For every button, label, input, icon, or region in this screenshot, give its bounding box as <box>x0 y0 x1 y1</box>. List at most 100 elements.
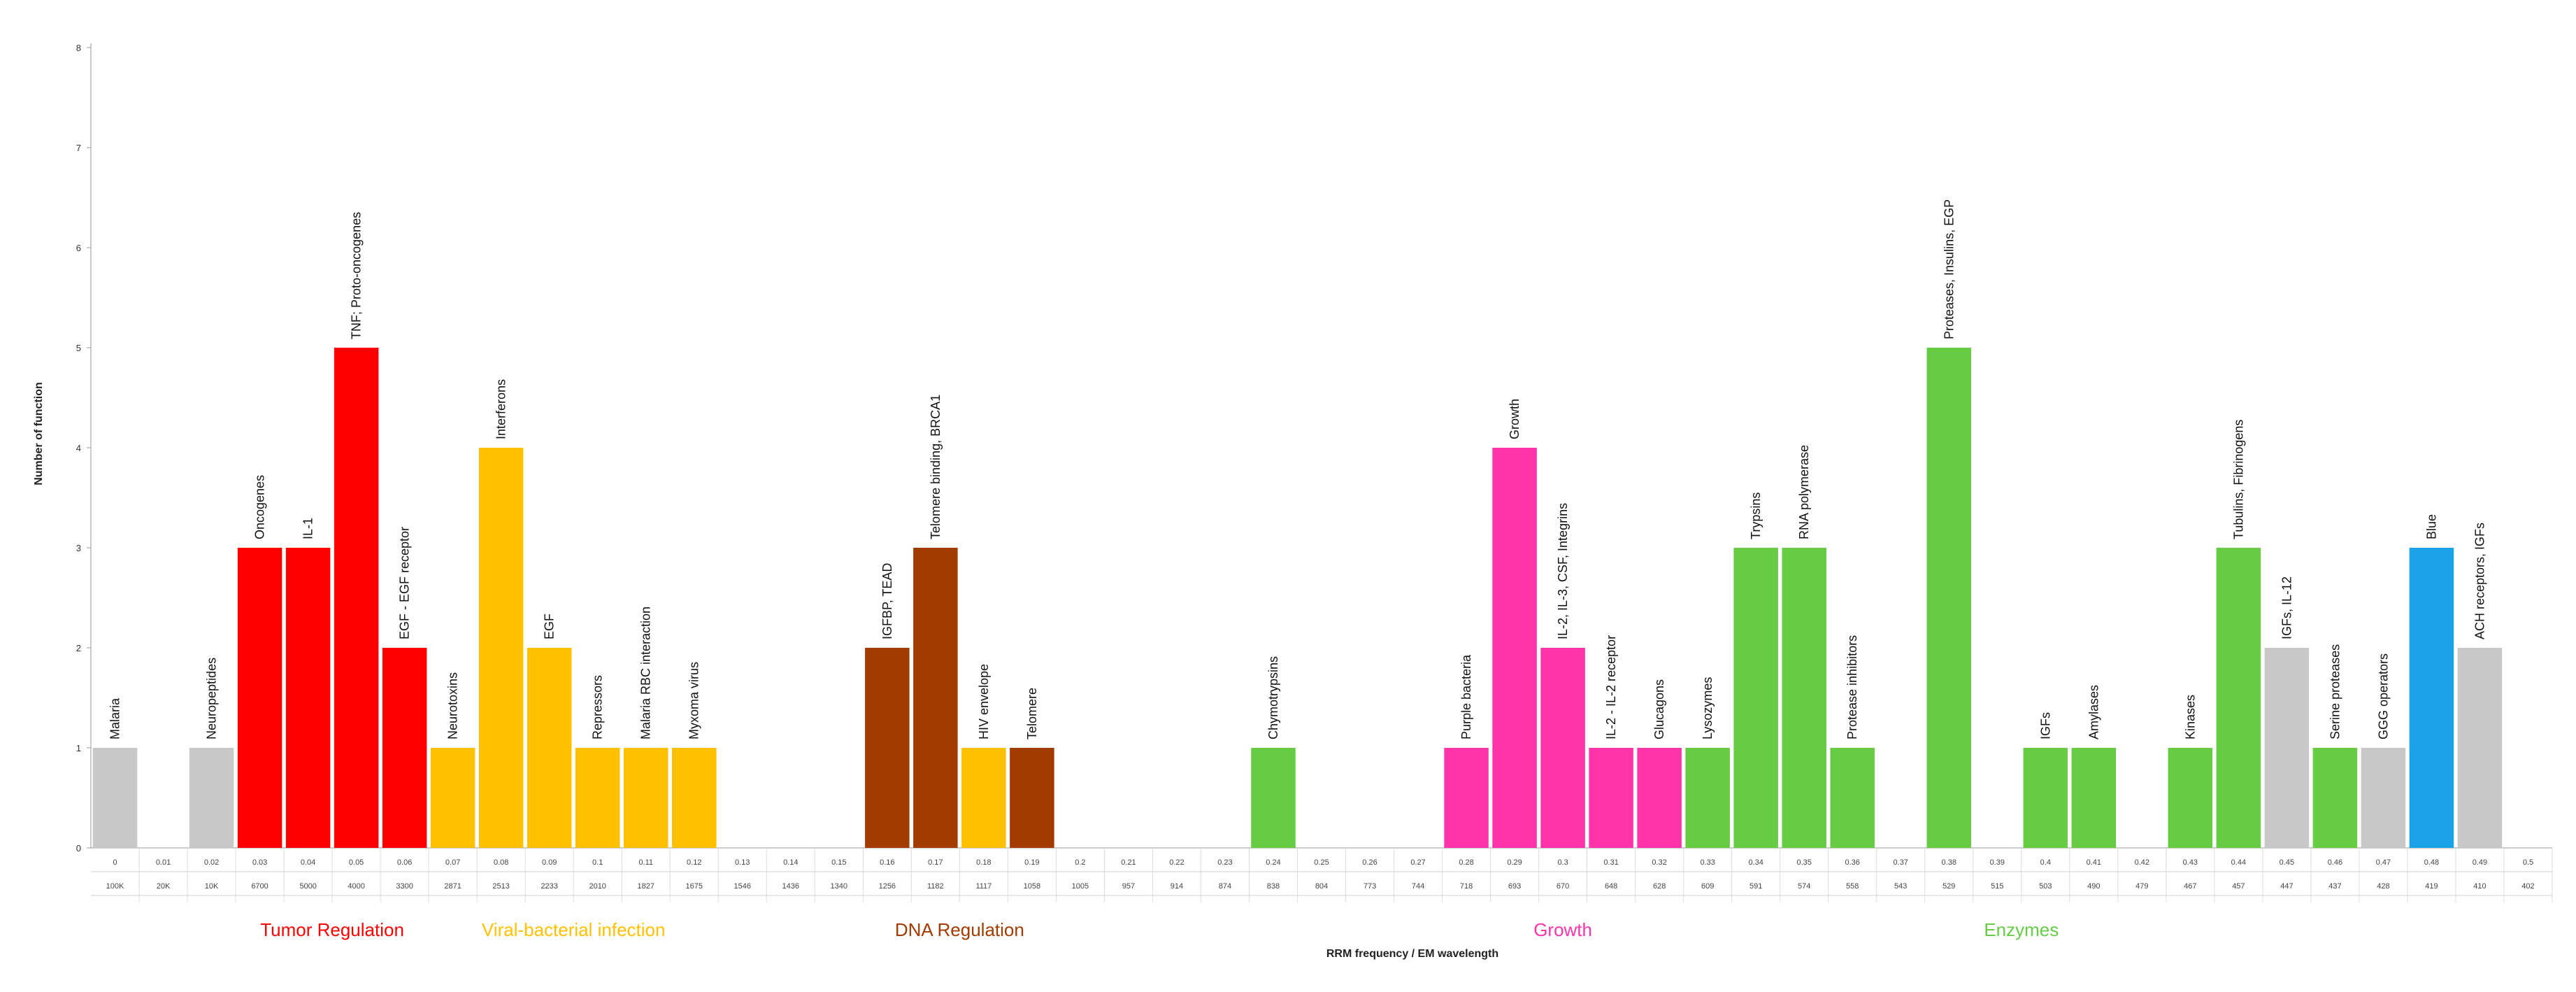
bar <box>2071 748 2117 848</box>
x-tick-label-frequency: 0.33 <box>1700 858 1715 867</box>
bar <box>189 748 234 848</box>
bar <box>285 548 331 848</box>
y-tick-label: 1 <box>76 743 81 753</box>
x-tick-label-wavelength: 1827 <box>637 882 654 891</box>
bar-label: IGFs <box>2038 712 2052 739</box>
bar <box>527 648 572 848</box>
x-tick-label-wavelength: 4000 <box>348 882 364 891</box>
x-tick-label-wavelength: 648 <box>1605 882 1617 891</box>
bar-label: Protease inhibitors <box>1845 635 1859 739</box>
x-tick-label-frequency: 0.49 <box>2473 858 2487 867</box>
x-tick-label-wavelength: 628 <box>1653 882 1666 891</box>
bar <box>430 748 475 848</box>
x-tick-label-wavelength: 6700 <box>251 882 268 891</box>
x-tick-label-frequency: 0.22 <box>1169 858 1184 867</box>
x-tick-label-wavelength: 609 <box>1701 882 1714 891</box>
x-tick-label-wavelength: 457 <box>2232 882 2245 891</box>
x-tick-label-frequency: 0.43 <box>2183 858 2198 867</box>
x-tick-label-frequency: 0.15 <box>831 858 846 867</box>
bar-label: Interferons <box>494 379 508 439</box>
x-tick-label-wavelength: 410 <box>2473 882 2486 891</box>
x-tick-label-frequency: 0.37 <box>1894 858 1908 867</box>
x-tick-label-wavelength: 467 <box>2184 882 2196 891</box>
y-tick-label: 7 <box>76 143 81 153</box>
bar <box>2216 548 2261 848</box>
bar <box>2409 548 2454 848</box>
bar-label: Telomere <box>1025 688 1039 739</box>
bar-label: ACH receptors, IGFs <box>2473 523 2486 639</box>
y-axis-title: Number of function <box>33 382 45 486</box>
bar <box>913 548 958 848</box>
x-tick-label-wavelength: 419 <box>2425 882 2438 891</box>
x-tick-label-frequency: 0.03 <box>252 858 267 867</box>
bar <box>2312 748 2358 848</box>
group-label: Viral-bacterial infection <box>482 919 666 940</box>
x-tick-label-frequency: 0.24 <box>1266 858 1280 867</box>
x-tick-label-frequency: 0.42 <box>2135 858 2149 867</box>
x-tick-label-frequency: 0.32 <box>1652 858 1666 867</box>
bar-label: Repressors <box>591 675 605 739</box>
bar <box>1782 548 1826 848</box>
x-tick-label-frequency: 0.17 <box>928 858 943 867</box>
x-tick-label-wavelength: 670 <box>1557 882 1569 891</box>
bar <box>92 748 138 848</box>
bar-label: Purple bacteria <box>1459 654 1473 739</box>
bar-label: IL-1 <box>301 518 315 539</box>
x-tick-label-frequency: 0.02 <box>204 858 219 867</box>
x-tick-label-wavelength: 2010 <box>589 882 606 891</box>
bar-label: Oncogenes <box>253 475 267 539</box>
x-tick-label-frequency: 0.01 <box>156 858 171 867</box>
bar-label: IL-2 - IL-2 receptor <box>1604 635 1618 739</box>
bar-label: Serine proteases <box>2328 644 2342 739</box>
x-tick-label-wavelength: 1058 <box>1024 882 1040 891</box>
bar <box>1926 348 1972 848</box>
bar-label: Neurotoxins <box>446 672 460 739</box>
bar-label: EGF <box>543 614 557 639</box>
x-tick-label-frequency: 0.3 <box>1557 858 1568 867</box>
bar <box>1830 748 1875 848</box>
bar <box>575 748 620 848</box>
x-tick-label-frequency: 0.18 <box>976 858 991 867</box>
y-tick-label: 2 <box>76 643 81 653</box>
bar-label: Malaria <box>108 697 122 739</box>
bar <box>671 748 717 848</box>
bar <box>1637 748 1682 848</box>
x-tick-label-frequency: 0.48 <box>2424 858 2439 867</box>
x-tick-label-wavelength: 10K <box>205 882 219 891</box>
x-tick-label-frequency: 0.46 <box>2328 858 2342 867</box>
x-tick-label-frequency: 0.16 <box>880 858 894 867</box>
bar <box>2023 748 2068 848</box>
bar <box>1251 748 1296 848</box>
x-tick-label-frequency: 0.05 <box>349 858 364 867</box>
bar <box>2264 648 2310 848</box>
bar <box>478 448 524 848</box>
bar <box>334 348 379 848</box>
x-tick-label-frequency: 0.38 <box>1942 858 1956 867</box>
x-tick-label-frequency: 0.36 <box>1845 858 1860 867</box>
x-tick-label-wavelength: 914 <box>1171 882 1183 891</box>
x-tick-label-wavelength: 744 <box>1412 882 1424 891</box>
x-tick-label-wavelength: 558 <box>1846 882 1859 891</box>
bar <box>2361 748 2406 848</box>
x-tick-label-frequency: 0.11 <box>638 858 653 867</box>
bar-label: IGFs, IL-12 <box>2280 576 2294 639</box>
x-tick-label-frequency: 0.14 <box>783 858 798 867</box>
bar <box>1589 748 1633 848</box>
x-tick-label-wavelength: 838 <box>1267 882 1280 891</box>
y-tick-label: 3 <box>76 543 81 553</box>
x-tick-label-frequency: 0.1 <box>592 858 603 867</box>
x-tick-label-wavelength: 1340 <box>831 882 847 891</box>
group-label: Growth <box>1533 919 1592 940</box>
group-label: Tumor Regulation <box>260 919 404 940</box>
bar <box>865 648 910 848</box>
x-tick-label-wavelength: 428 <box>2377 882 2389 891</box>
x-tick-label-frequency: 0.45 <box>2280 858 2294 867</box>
x-tick-label-frequency: 0.23 <box>1217 858 1232 867</box>
x-tick-label-frequency: 0.34 <box>1748 858 1763 867</box>
bar-label: Proteases, Insulins, EGP <box>1942 199 1956 339</box>
x-tick-label-frequency: 0.41 <box>2087 858 2101 867</box>
x-tick-label-frequency: 0.2 <box>1075 858 1085 867</box>
bar-label: Neuropeptides <box>205 658 219 739</box>
group-label: Enzymes <box>1984 919 2059 940</box>
